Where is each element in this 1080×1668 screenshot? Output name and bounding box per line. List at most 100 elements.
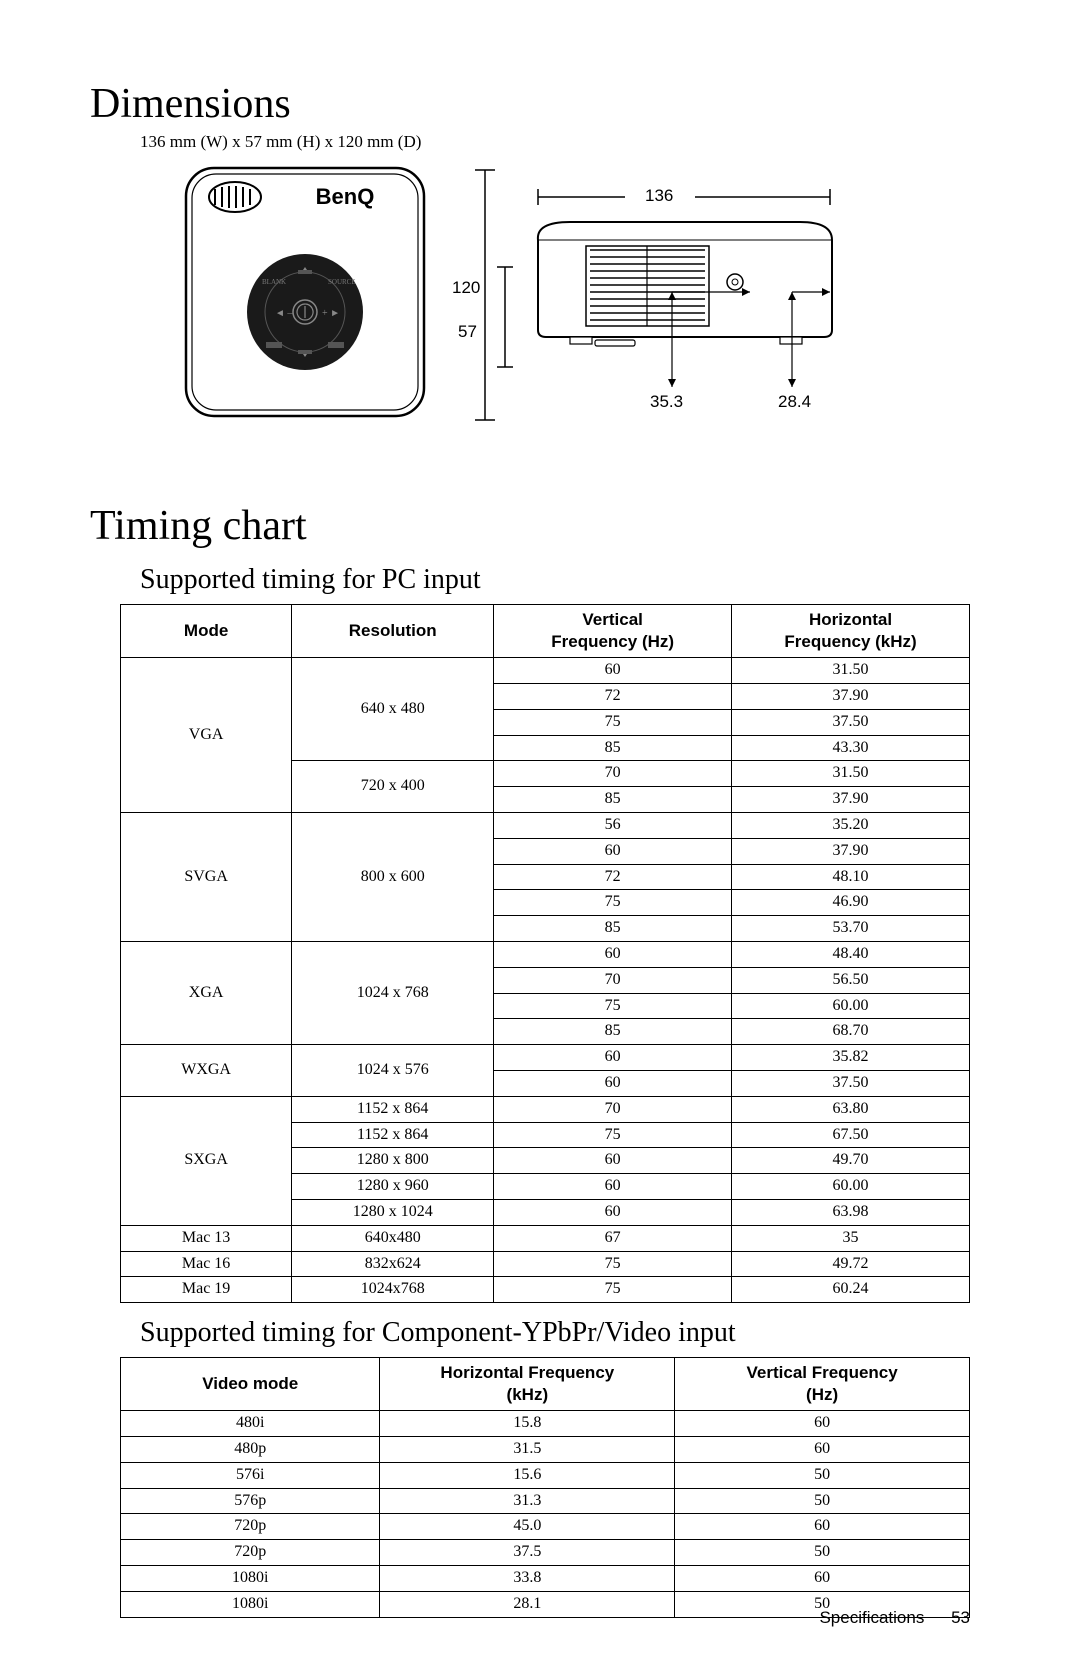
left-offset-label: 35.3 <box>650 392 683 412</box>
footer-page-number: 53 <box>951 1608 970 1627</box>
cell-vfreq: 75 <box>494 1122 732 1148</box>
table-row: Mac 191024x7687560.24 <box>121 1277 970 1303</box>
cell-vfreq: 75 <box>494 890 732 916</box>
cell-resolution: 640x480 <box>292 1225 494 1251</box>
cell-hfreq: 46.90 <box>732 890 970 916</box>
table-row: 720p45.060 <box>121 1514 970 1540</box>
table-row: Mac 16832x6247549.72 <box>121 1251 970 1277</box>
dimensions-text: 136 mm (W) x 57 mm (H) x 120 mm (D) <box>140 132 990 152</box>
cell-mode: Mac 19 <box>121 1277 292 1303</box>
cell-video-mode: 576p <box>121 1488 380 1514</box>
cell-vfreq: 85 <box>494 735 732 761</box>
cell-hfreq: 49.72 <box>732 1251 970 1277</box>
cell-video-mode: 576i <box>121 1462 380 1488</box>
projector-side-view-group: 136 <box>530 212 840 412</box>
table-row: VGA640 x 4806031.50 <box>121 658 970 684</box>
cell-hfreq: 63.80 <box>732 1096 970 1122</box>
cell-vfreq: 75 <box>494 993 732 1019</box>
cell-hfreq: 35.82 <box>732 1045 970 1071</box>
height-dimension-label: 57 <box>458 322 477 342</box>
cell-vfreq: 72 <box>494 864 732 890</box>
cell-hfreq: 60.00 <box>732 993 970 1019</box>
dimensions-heading: Dimensions <box>90 80 990 128</box>
cell-vfreq: 70 <box>494 761 732 787</box>
cell-video-hfreq: 28.1 <box>380 1591 675 1617</box>
cell-mode: SXGA <box>121 1096 292 1225</box>
width-dimension <box>530 182 840 212</box>
cell-hfreq: 49.70 <box>732 1148 970 1174</box>
cell-resolution: 720 x 400 <box>292 761 494 813</box>
cell-vfreq: 85 <box>494 787 732 813</box>
cell-hfreq: 35.20 <box>732 812 970 838</box>
col-resolution: Resolution <box>292 605 494 658</box>
cell-hfreq: 53.70 <box>732 916 970 942</box>
col-video-mode: Video mode <box>121 1358 380 1411</box>
projector-side-view <box>530 212 840 412</box>
dimensions-diagram: BenQ ◄ – + ► BLANK SOURCE <box>170 162 990 482</box>
cell-video-hfreq: 45.0 <box>380 1514 675 1540</box>
cell-mode: Mac 16 <box>121 1251 292 1277</box>
cell-vfreq: 67 <box>494 1225 732 1251</box>
page: Dimensions 136 mm (W) x 57 mm (H) x 120 … <box>0 0 1080 1668</box>
table-row: 576p31.350 <box>121 1488 970 1514</box>
cell-video-hfreq: 31.5 <box>380 1437 675 1463</box>
cell-hfreq: 37.90 <box>732 787 970 813</box>
cell-resolution: 1280 x 960 <box>292 1174 494 1200</box>
cell-video-mode: 1080i <box>121 1591 380 1617</box>
table-row: 480i15.860 <box>121 1411 970 1437</box>
width-dimension-label: 136 <box>645 186 673 206</box>
projector-top-view: BenQ ◄ – + ► BLANK SOURCE <box>180 162 430 422</box>
page-footer: Specifications 53 <box>819 1608 970 1628</box>
cell-video-vfreq: 50 <box>675 1462 970 1488</box>
table-row: SVGA800 x 6005635.20 <box>121 812 970 838</box>
cell-vfreq: 75 <box>494 1277 732 1303</box>
depth-dimension-label: 120 <box>452 278 480 298</box>
cell-hfreq: 48.40 <box>732 941 970 967</box>
cell-vfreq: 60 <box>494 658 732 684</box>
cell-video-vfreq: 60 <box>675 1437 970 1463</box>
table-row: SXGA1152 x 8647063.80 <box>121 1096 970 1122</box>
cell-video-hfreq: 15.8 <box>380 1411 675 1437</box>
cell-mode: VGA <box>121 658 292 813</box>
cell-resolution: 832x624 <box>292 1251 494 1277</box>
cell-vfreq: 60 <box>494 1174 732 1200</box>
timing-chart-heading: Timing chart <box>90 502 990 550</box>
cell-video-mode: 480i <box>121 1411 380 1437</box>
cell-hfreq: 60.24 <box>732 1277 970 1303</box>
cell-vfreq: 85 <box>494 1019 732 1045</box>
cell-vfreq: 56 <box>494 812 732 838</box>
cell-vfreq: 70 <box>494 967 732 993</box>
cell-video-vfreq: 60 <box>675 1566 970 1592</box>
cell-video-vfreq: 60 <box>675 1514 970 1540</box>
cell-video-mode: 720p <box>121 1514 380 1540</box>
pc-input-subheading: Supported timing for PC input <box>140 564 990 596</box>
cell-hfreq: 56.50 <box>732 967 970 993</box>
cell-video-vfreq: 60 <box>675 1411 970 1437</box>
table-row: 480p31.560 <box>121 1437 970 1463</box>
cell-hfreq: 67.50 <box>732 1122 970 1148</box>
cell-resolution: 1280 x 800 <box>292 1148 494 1174</box>
svg-text:◄ –: ◄ – <box>275 308 293 319</box>
cell-vfreq: 75 <box>494 1251 732 1277</box>
cell-video-mode: 1080i <box>121 1566 380 1592</box>
right-offset-label: 28.4 <box>778 392 811 412</box>
cell-resolution: 640 x 480 <box>292 658 494 761</box>
cell-hfreq: 35 <box>732 1225 970 1251</box>
svg-text:+ ►: + ► <box>322 308 340 319</box>
table-row: 1080i33.860 <box>121 1566 970 1592</box>
cell-vfreq: 60 <box>494 941 732 967</box>
cell-vfreq: 70 <box>494 1096 732 1122</box>
cell-hfreq: 68.70 <box>732 1019 970 1045</box>
cell-hfreq: 43.30 <box>732 735 970 761</box>
cell-video-mode: 720p <box>121 1540 380 1566</box>
table-row: Mac 13640x4806735 <box>121 1225 970 1251</box>
cell-mode: Mac 13 <box>121 1225 292 1251</box>
cell-hfreq: 60.00 <box>732 1174 970 1200</box>
table-header-row: Mode Resolution VerticalFrequency (Hz) H… <box>121 605 970 658</box>
cell-video-vfreq: 50 <box>675 1540 970 1566</box>
cell-hfreq: 37.90 <box>732 838 970 864</box>
video-timing-table: Video mode Horizontal Frequency(kHz) Ver… <box>120 1357 970 1618</box>
cell-vfreq: 60 <box>494 1070 732 1096</box>
cell-mode: XGA <box>121 941 292 1044</box>
cell-hfreq: 37.50 <box>732 1070 970 1096</box>
